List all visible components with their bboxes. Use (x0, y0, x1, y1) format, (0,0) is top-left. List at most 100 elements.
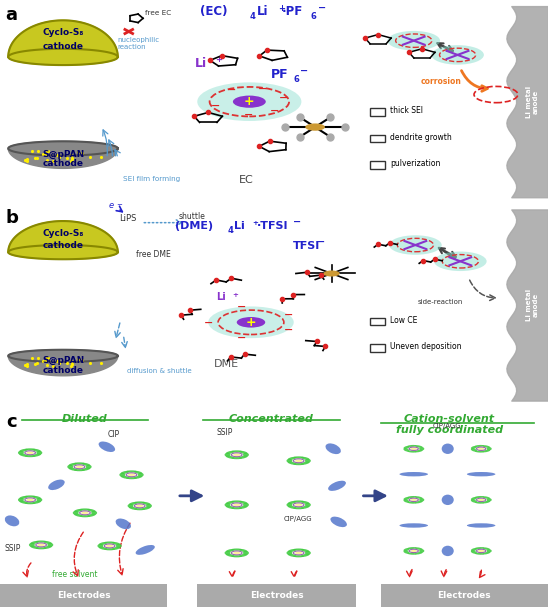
Text: shuttle: shuttle (178, 212, 205, 220)
Ellipse shape (43, 541, 52, 544)
Circle shape (38, 544, 44, 546)
Text: −: − (212, 101, 221, 111)
Ellipse shape (293, 463, 304, 465)
Circle shape (197, 83, 301, 121)
Ellipse shape (407, 445, 416, 447)
Text: (DME): (DME) (175, 221, 214, 231)
Ellipse shape (121, 471, 129, 474)
Ellipse shape (301, 461, 310, 465)
Circle shape (431, 45, 484, 65)
Circle shape (434, 251, 487, 271)
Ellipse shape (74, 469, 85, 471)
Ellipse shape (288, 554, 296, 557)
Ellipse shape (82, 467, 90, 471)
Ellipse shape (293, 507, 304, 509)
Ellipse shape (19, 453, 28, 456)
Ellipse shape (475, 445, 484, 447)
Ellipse shape (471, 497, 477, 500)
Ellipse shape (36, 540, 47, 543)
Text: diffusion & shuttle: diffusion & shuttle (127, 368, 192, 374)
Circle shape (410, 550, 417, 552)
Ellipse shape (415, 552, 423, 555)
Ellipse shape (226, 455, 235, 459)
Circle shape (387, 31, 440, 50)
Text: e: e (109, 202, 113, 211)
Circle shape (233, 95, 266, 108)
Ellipse shape (482, 445, 490, 448)
Ellipse shape (419, 498, 424, 501)
Text: SSIP: SSIP (216, 428, 233, 436)
Text: −: − (117, 202, 123, 208)
Text: free EC: free EC (145, 10, 172, 16)
Ellipse shape (326, 443, 341, 454)
Ellipse shape (74, 514, 83, 517)
Ellipse shape (442, 444, 454, 454)
Ellipse shape (74, 509, 83, 512)
Text: −: − (300, 66, 309, 76)
Ellipse shape (467, 472, 495, 476)
Ellipse shape (239, 549, 248, 552)
Ellipse shape (30, 541, 39, 544)
Ellipse shape (5, 515, 19, 526)
Ellipse shape (288, 501, 296, 504)
Ellipse shape (330, 517, 347, 527)
Ellipse shape (471, 446, 477, 449)
Ellipse shape (73, 511, 79, 515)
Circle shape (106, 544, 113, 547)
Ellipse shape (482, 450, 490, 452)
Text: −: − (279, 93, 288, 103)
Text: a: a (5, 6, 18, 24)
Ellipse shape (19, 496, 28, 499)
Text: −: − (244, 110, 254, 120)
Ellipse shape (67, 465, 73, 469)
Text: S@pPAN: S@pPAN (42, 356, 84, 365)
Ellipse shape (18, 451, 24, 455)
Ellipse shape (407, 502, 416, 504)
Ellipse shape (403, 449, 409, 452)
Ellipse shape (415, 501, 423, 503)
Ellipse shape (288, 461, 296, 465)
Ellipse shape (98, 544, 104, 548)
Circle shape (478, 447, 484, 450)
Ellipse shape (482, 552, 490, 555)
Ellipse shape (288, 457, 296, 460)
Ellipse shape (293, 500, 304, 503)
Ellipse shape (243, 551, 249, 555)
Bar (370, 344, 385, 352)
Ellipse shape (399, 523, 428, 527)
Ellipse shape (104, 541, 115, 544)
Ellipse shape (134, 508, 145, 510)
Text: c: c (7, 413, 17, 431)
Ellipse shape (328, 481, 346, 491)
Ellipse shape (407, 450, 416, 453)
Bar (197, 584, 356, 607)
Ellipse shape (25, 449, 36, 450)
Ellipse shape (138, 473, 144, 476)
Ellipse shape (403, 446, 409, 449)
Polygon shape (8, 49, 118, 65)
Ellipse shape (231, 500, 242, 503)
Ellipse shape (287, 503, 293, 507)
Ellipse shape (471, 548, 477, 551)
Text: b: b (5, 209, 18, 228)
Ellipse shape (231, 507, 242, 509)
Text: CIP: CIP (108, 430, 120, 439)
Circle shape (233, 552, 240, 554)
Circle shape (27, 498, 33, 501)
Ellipse shape (293, 555, 304, 557)
Text: Li: Li (216, 292, 226, 302)
Text: −: − (317, 237, 325, 247)
Text: dendrite growth: dendrite growth (390, 133, 452, 142)
Ellipse shape (36, 451, 42, 455)
Bar (370, 108, 385, 116)
Text: free DME: free DME (136, 250, 170, 259)
Ellipse shape (32, 501, 41, 504)
Ellipse shape (135, 545, 155, 555)
Circle shape (76, 466, 83, 468)
Ellipse shape (18, 498, 24, 502)
Text: −: − (318, 3, 326, 13)
Ellipse shape (99, 542, 107, 545)
Text: +: + (215, 55, 222, 64)
Ellipse shape (442, 495, 454, 505)
Ellipse shape (415, 548, 423, 550)
